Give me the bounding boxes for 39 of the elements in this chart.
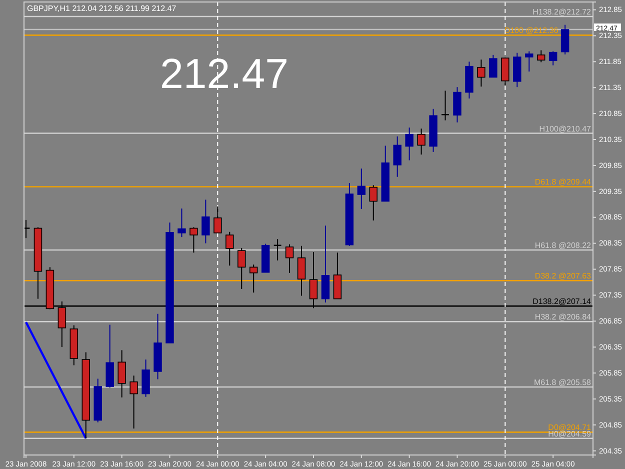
ref-line-label: D61.8 @209.44: [534, 178, 592, 187]
candlestick: [548, 50, 558, 66]
candlestick: [178, 208, 186, 238]
candlestick: [142, 359, 150, 398]
candlestick: [238, 247, 246, 290]
candlestick: [118, 350, 126, 398]
candlestick: [226, 231, 234, 266]
chart-title: GBPJPY,H1 212.04 212.56 211.99 212.47: [27, 4, 177, 13]
candlestick: [321, 225, 330, 303]
candlestick: [190, 226, 198, 254]
candlestick: [130, 375, 138, 430]
candlestick: [249, 264, 258, 294]
candlestick: [357, 168, 366, 210]
candlestick: [560, 24, 570, 55]
candlestick: [106, 324, 114, 388]
annotation: 212.47: [160, 50, 288, 97]
candlestick: [453, 86, 462, 123]
candlestick: [369, 184, 378, 221]
ref-line-label: H138.2@212.72: [532, 8, 592, 17]
ref-line-label: D100 @212.36: [504, 26, 559, 36]
candlestick: [393, 136, 402, 178]
candlestick: [214, 206, 222, 234]
ref-line-label: H61.8 @208.22: [534, 241, 592, 250]
candlestick: [536, 50, 546, 63]
candlestick: [333, 252, 342, 300]
ref-line-label: D138.2@207.14: [532, 297, 592, 306]
candlestick: [525, 50, 534, 72]
ref-line-label: D38.2 @207.63: [534, 272, 592, 281]
candlestick: [297, 245, 306, 296]
ref-line-label: H38.2 @206.84: [534, 312, 592, 322]
candlestick: [285, 244, 294, 274]
ref-line-label: M61.8 @205.58: [534, 378, 592, 388]
candlestick: [202, 199, 210, 244]
ref-line-label: H100@210.47: [539, 124, 592, 134]
candlestick: [417, 128, 426, 156]
candlestick: [501, 57, 510, 86]
candlestick: [477, 59, 486, 88]
candlestick: [405, 127, 414, 161]
candlestick: [489, 54, 498, 78]
